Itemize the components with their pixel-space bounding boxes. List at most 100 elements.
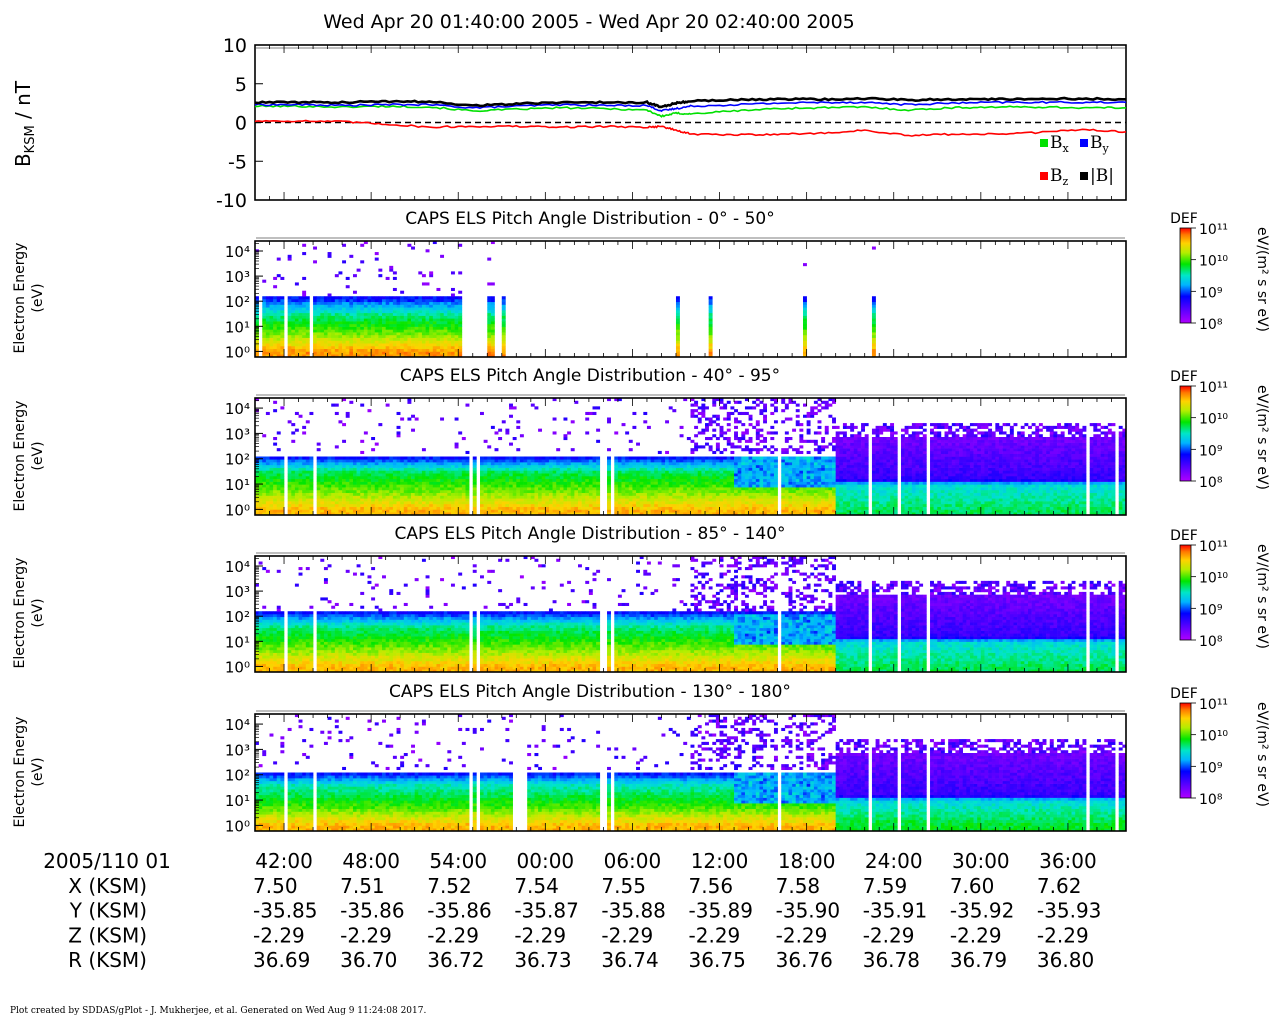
- spectrogram-cell: [378, 473, 383, 477]
- spectrogram-cell: [636, 470, 640, 474]
- spectrogram-cell: [316, 487, 321, 491]
- spectrogram-cell: [705, 489, 709, 494]
- spectrogram-cell: [487, 321, 492, 325]
- spectrogram-cell: [675, 503, 680, 507]
- spectrogram-cell: [447, 332, 452, 336]
- spectrogram-cell: [708, 304, 713, 308]
- spectrogram-cell: [429, 512, 434, 516]
- spectrogram-cell: [273, 506, 278, 510]
- spectrogram-cell: [523, 481, 528, 485]
- spectrogram-cell: [414, 337, 419, 341]
- spectrogram-cell: [276, 307, 281, 311]
- spectrogram-cell: [661, 470, 666, 474]
- spectrogram-cell: [530, 484, 535, 488]
- spectrogram-cell: [345, 323, 350, 327]
- spectrogram-cell: [585, 501, 590, 505]
- spectrogram-cell: [374, 501, 379, 505]
- spectrogram-cell: [269, 498, 274, 502]
- spectrogram-cell: [258, 478, 263, 482]
- spectrogram-cell: [323, 464, 328, 468]
- spectrogram-cell: [519, 478, 524, 482]
- spectrogram-cell: [392, 345, 397, 350]
- spectrogram-cell: [661, 487, 666, 491]
- spectrogram-cell: [646, 512, 651, 516]
- spectrogram-cell: [382, 512, 386, 516]
- spectrogram-cell: [596, 456, 601, 460]
- spectrogram-cell: [639, 503, 644, 507]
- spectrogram-cell: [450, 492, 455, 496]
- spectrogram-cell: [432, 326, 437, 330]
- spectrogram-cell: [327, 310, 332, 314]
- spectrogram-cell: [465, 481, 470, 485]
- spectrogram-cell: [578, 476, 582, 480]
- spectrogram-cell: [654, 509, 659, 513]
- spectrogram-cell: [701, 470, 706, 474]
- spectrogram-cell: [763, 437, 768, 441]
- spectrogram-cell: [262, 489, 267, 494]
- spectrogram-cell: [367, 506, 372, 510]
- spectrogram-cell: [302, 343, 307, 347]
- spectrogram-cell: [570, 498, 575, 502]
- spectrogram-cell: [447, 326, 452, 330]
- spectrogram-cell: [436, 489, 441, 494]
- spectrogram-cell: [574, 495, 579, 499]
- spectrogram-cell: [443, 345, 448, 350]
- spectrogram-cell: [414, 334, 419, 338]
- spectrogram-cell: [639, 478, 644, 482]
- spectrogram-cell: [737, 470, 742, 474]
- spectrogram-cell: [385, 470, 390, 474]
- spectrogram-cell: [352, 503, 357, 507]
- spectrogram-cell: [450, 332, 455, 336]
- spectrogram-cell: [382, 318, 386, 322]
- spectrogram-cell: [421, 509, 426, 513]
- spectrogram-cell: [636, 506, 640, 510]
- spectrogram-cell: [414, 512, 419, 516]
- spectrogram-cell: [371, 329, 376, 333]
- spectrogram-cell: [363, 476, 368, 480]
- spectrogram-cell: [302, 345, 307, 350]
- spectrogram-cell: [436, 459, 441, 463]
- spectrogram-cell: [349, 487, 354, 491]
- spectrogram-cell: [686, 489, 691, 494]
- spectrogram-cell: [657, 470, 662, 474]
- spectrogram-cell: [255, 476, 259, 480]
- spectrogram-cell: [665, 506, 670, 510]
- spectrogram-cell: [501, 492, 506, 496]
- spectrogram-cell: [309, 498, 314, 502]
- spectrogram-cell: [262, 478, 267, 482]
- spectrogram-cell: [563, 503, 568, 507]
- spectrogram-cell: [505, 487, 510, 491]
- spectrogram-cell: [759, 495, 764, 499]
- spectrogram-cell: [276, 456, 281, 460]
- spectrogram-cell: [360, 403, 365, 407]
- spectrogram-cell: [570, 476, 575, 480]
- spectrogram-cell: [305, 321, 310, 325]
- spectrogram-cell: [465, 470, 470, 474]
- spectrogram-cell: [287, 498, 292, 502]
- spectrogram-cell: [323, 501, 328, 505]
- spectrogram-cell: [298, 506, 303, 510]
- spectrogram-cell: [421, 312, 426, 316]
- spectrogram-cell: [625, 509, 630, 513]
- spectrogram-cell: [512, 464, 517, 468]
- spectrogram-cell: [429, 334, 434, 338]
- spectrogram-cell: [352, 312, 357, 316]
- spectrogram-cell: [378, 464, 383, 468]
- spectrogram-cell: [345, 337, 350, 341]
- spectrogram-cell: [331, 312, 336, 316]
- spectrogram-cell: [280, 462, 285, 466]
- spectrogram-cell: [400, 498, 405, 502]
- spectrogram-cell: [276, 299, 281, 303]
- spectrogram-cell: [450, 340, 455, 344]
- spectrogram-cell: [636, 476, 640, 480]
- spectrogram-cell: [316, 473, 321, 477]
- spectrogram-cell: [363, 481, 368, 485]
- spectrogram-cell: [781, 409, 786, 413]
- spectrogram-cell: [621, 492, 626, 496]
- spectrogram-cell: [563, 489, 568, 494]
- spectrogram-cell: [323, 509, 328, 513]
- spectrogram-cell: [574, 489, 579, 494]
- spectrogram-cell: [287, 512, 292, 516]
- spectrogram-cell: [748, 448, 753, 452]
- spectrogram-cell: [262, 434, 267, 438]
